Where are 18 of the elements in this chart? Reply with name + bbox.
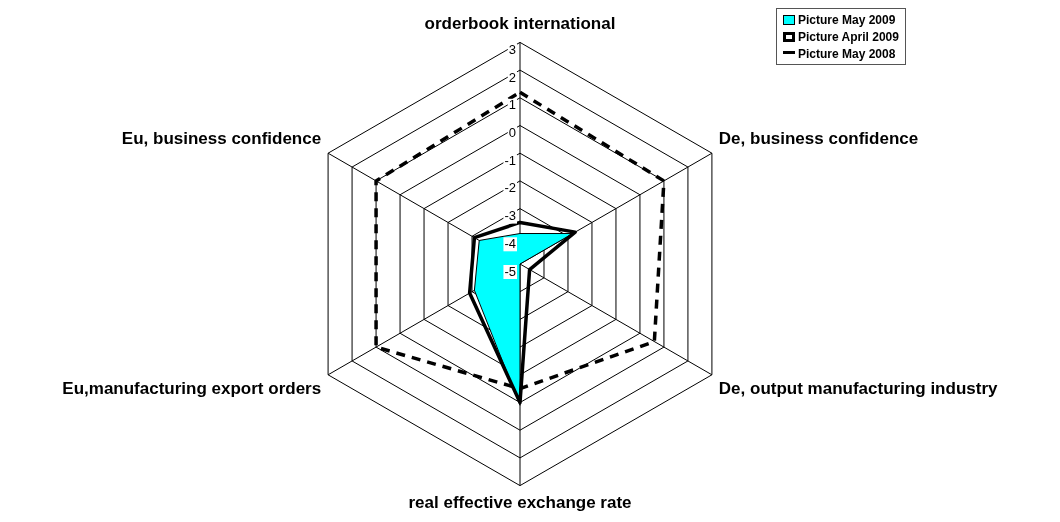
- y-tick-label: -5: [504, 263, 516, 279]
- y-tick-label: 0: [508, 125, 516, 141]
- y-tick-label: 3: [508, 41, 516, 57]
- y-tick-label: -2: [504, 180, 516, 196]
- spoke-label: real effective exchange rate: [408, 493, 632, 513]
- y-tick-label: 2: [508, 69, 516, 85]
- spoke-label: De, business confidence: [718, 128, 919, 148]
- legend-label: Picture May 2009: [798, 12, 896, 27]
- y-tick-label: -3: [504, 208, 516, 224]
- spoke-label: orderbook international: [424, 13, 616, 33]
- y-tick-label: -1: [504, 152, 516, 168]
- spoke-label: De, output manufacturing industry: [718, 378, 998, 398]
- y-tick-label: 1: [508, 97, 516, 113]
- legend-label: Picture April 2009: [798, 29, 899, 44]
- spoke-label: Eu,manufacturing export orders: [62, 378, 322, 398]
- spoke-label: Eu, business confidence: [121, 128, 322, 148]
- y-tick-label: -4: [504, 235, 516, 251]
- legend-label: Picture May 2008: [798, 46, 896, 61]
